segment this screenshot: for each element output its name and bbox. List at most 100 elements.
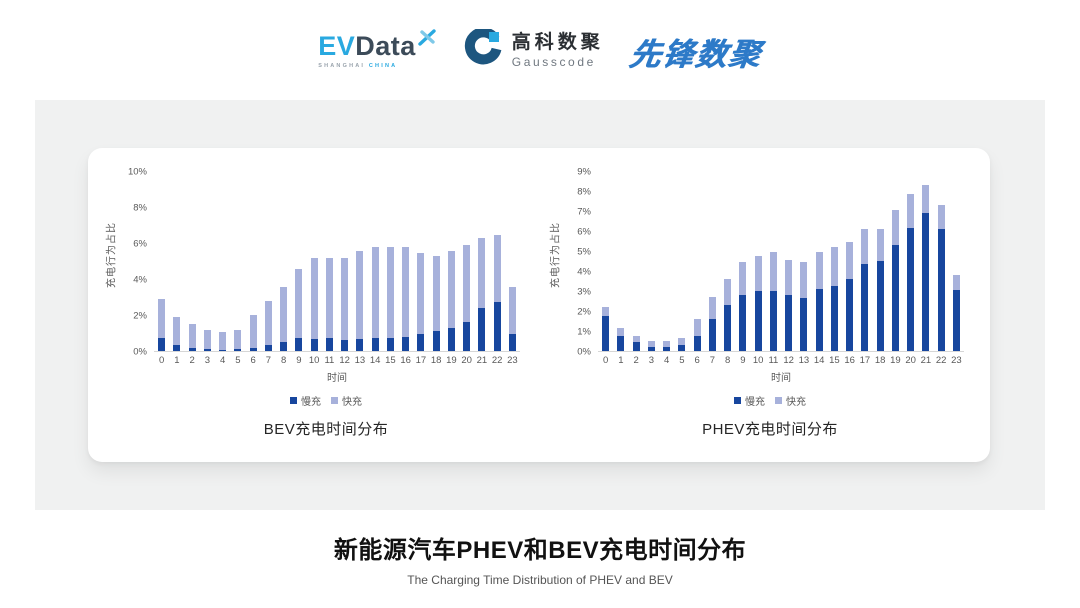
bar-hour-20 (459, 172, 474, 351)
x-tick-label: 4 (219, 355, 226, 366)
bar-segment (493, 234, 501, 302)
bar-segment (739, 261, 747, 296)
bev-x-axis: 0 1 2 3 4 5 6 7 8 9 10 11 12 13 14 15 16 17 18 19 20 21 22 23 (154, 355, 520, 366)
bar-segment (815, 251, 823, 290)
bar-segment (907, 193, 915, 228)
x-tick-label: 2 (189, 355, 195, 366)
bar-segment (754, 291, 762, 351)
phev-x-axis: 0 1 2 3 4 5 6 7 8 9 10 11 12 13 14 15 16 17 18 19 20 21 22 23 (598, 355, 964, 366)
bar-segment (356, 339, 364, 351)
y-tick-label: 1% (577, 326, 591, 338)
x-tick-label: 16 (844, 355, 855, 366)
bar-segment (264, 300, 272, 345)
bar-segment (341, 340, 349, 351)
bar-segment (724, 279, 732, 306)
bar-hour-8 (276, 172, 291, 351)
legend-item: 快充 (775, 393, 806, 408)
bar-segment (158, 337, 166, 351)
bar-segment (602, 307, 610, 317)
bar-hour-12 (781, 172, 796, 351)
evdata-ev-text: EV (318, 30, 356, 61)
bar-segment (632, 336, 640, 343)
bar-hour-13 (352, 172, 367, 351)
x-tick-label: 13 (798, 355, 810, 366)
bar-segment (219, 349, 227, 351)
x-tick-label: 6 (250, 355, 256, 366)
x-tick-label: 6 (694, 355, 700, 366)
legend-label: 快充 (786, 397, 806, 408)
bar-segment (693, 319, 701, 337)
bar-hour-7 (261, 172, 276, 351)
bar-segment (310, 257, 318, 340)
x-tick-label: 12 (783, 355, 794, 366)
x-tick-label: 3 (204, 355, 211, 366)
x-tick-label: 23 (507, 355, 518, 366)
bar-hour-21 (474, 172, 489, 351)
x-tick-label: 8 (280, 355, 287, 366)
bar-segment (785, 295, 793, 351)
bar-hour-2 (629, 172, 644, 351)
bar-segment (203, 329, 211, 350)
bar-segment (264, 344, 272, 351)
bar-hour-7 (705, 172, 720, 351)
bar-segment (310, 339, 318, 351)
bar-hour-17 (857, 172, 872, 351)
y-tick-label: 2% (577, 306, 591, 318)
legend-label: 快充 (342, 397, 362, 408)
bar-hour-23 (505, 172, 520, 351)
x-tick-label: 3 (648, 355, 655, 366)
y-tick-label: 7% (577, 206, 591, 218)
x-tick-label: 9 (740, 355, 746, 366)
bar-segment (861, 264, 869, 351)
bar-hour-22 (934, 172, 949, 351)
bar-segment (158, 299, 166, 338)
bar-segment (432, 256, 440, 332)
bar-hour-6 (246, 172, 261, 351)
evdata-shanghai-text: SHANGHAI (318, 62, 366, 69)
phev-chart-title: PHEV充电时间分布 (702, 421, 838, 438)
xianfeng-logo: 先锋数聚 (626, 36, 764, 72)
bar-hour-17 (413, 172, 428, 351)
bar-segment (602, 316, 610, 351)
bar-segment (876, 228, 884, 261)
bar-segment (325, 257, 333, 339)
bar-segment (830, 246, 838, 287)
x-tick-label: 17 (859, 355, 871, 366)
x-tick-label: 5 (679, 355, 685, 366)
x-tick-label: 18 (430, 355, 442, 366)
y-tick-label: 2% (133, 310, 147, 322)
legend-swatch (734, 397, 741, 404)
bar-hour-4 (215, 172, 230, 351)
legend-item: 慢充 (734, 393, 765, 408)
bar-hour-14 (368, 172, 383, 351)
bar-segment (356, 250, 364, 340)
x-tick-label: 21 (920, 355, 932, 366)
header-logos: EV Data SHANGHAI CHINA 高科数聚 Gausscode (0, 16, 1080, 86)
x-tick-label: 23 (951, 355, 962, 366)
bar-segment (173, 317, 181, 345)
legend-label: 慢充 (301, 397, 321, 408)
x-tick-label: 5 (235, 355, 241, 366)
bar-hour-10 (307, 172, 322, 351)
x-tick-label: 21 (476, 355, 488, 366)
x-tick-label: 15 (829, 355, 840, 366)
bar-segment (937, 204, 945, 229)
x-tick-label: 7 (265, 355, 272, 366)
bar-segment (463, 322, 471, 351)
bar-hour-12 (337, 172, 352, 351)
bar-hour-21 (918, 172, 933, 351)
bar-hour-9 (291, 172, 306, 351)
charts-panel: 充电行为占比 0% 2% 4% 6% 8% 10% 0 1 2 3 4 5 6 7 8 9 10 11 12 13 1… (35, 100, 1045, 510)
bar-hour-3 (644, 172, 659, 351)
phev-x-axis-title: 时间 (771, 373, 791, 384)
bar-segment (815, 289, 823, 351)
bar-segment (402, 247, 410, 337)
bar-segment (891, 244, 899, 351)
bar-segment (295, 338, 303, 351)
bar-segment (478, 238, 486, 309)
y-tick-label: 8% (577, 186, 591, 198)
x-tick-label: 11 (324, 355, 335, 366)
x-tick-label: 4 (663, 355, 670, 366)
bar-hour-14 (812, 172, 827, 351)
evdata-logo: EV Data SHANGHAI CHINA (318, 29, 437, 70)
